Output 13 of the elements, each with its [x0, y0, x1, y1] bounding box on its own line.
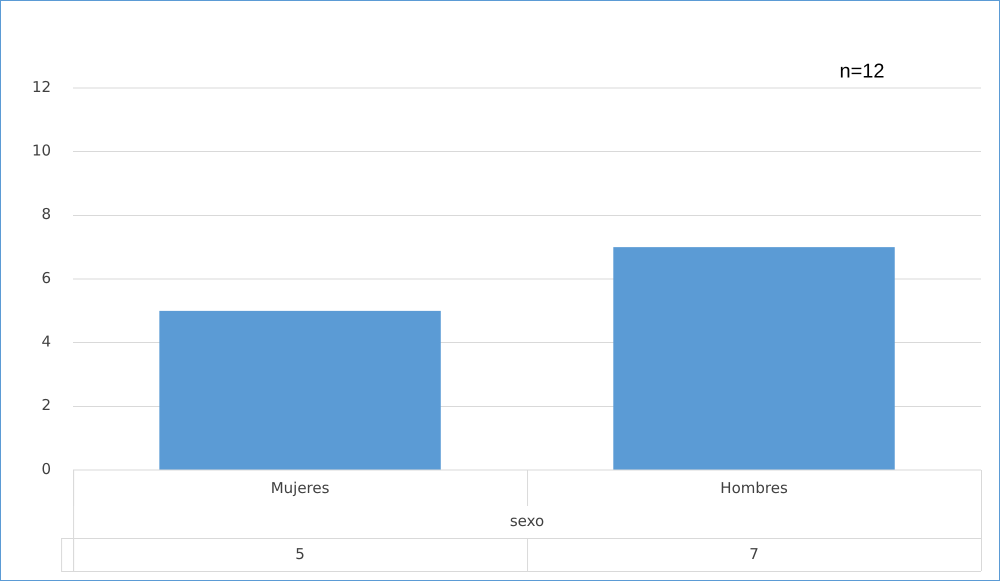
data-label: 7 [749, 544, 759, 563]
x-tick-label: Hombres [720, 478, 788, 497]
y-tick-label: 2 [42, 396, 52, 414]
y-tick-label: 4 [42, 332, 52, 351]
y-tick-label: 8 [42, 205, 52, 224]
x-tick-label: Mujeres [270, 478, 330, 497]
y-tick-label: 12 [32, 78, 52, 96]
data-label: 5 [295, 544, 305, 563]
text: n=12 [839, 60, 885, 83]
x-axis-title: sexo [510, 512, 544, 530]
y-tick-label: 0 [42, 460, 52, 478]
y-tick-label: 6 [42, 268, 52, 287]
y-tick-label: 10 [32, 142, 52, 160]
